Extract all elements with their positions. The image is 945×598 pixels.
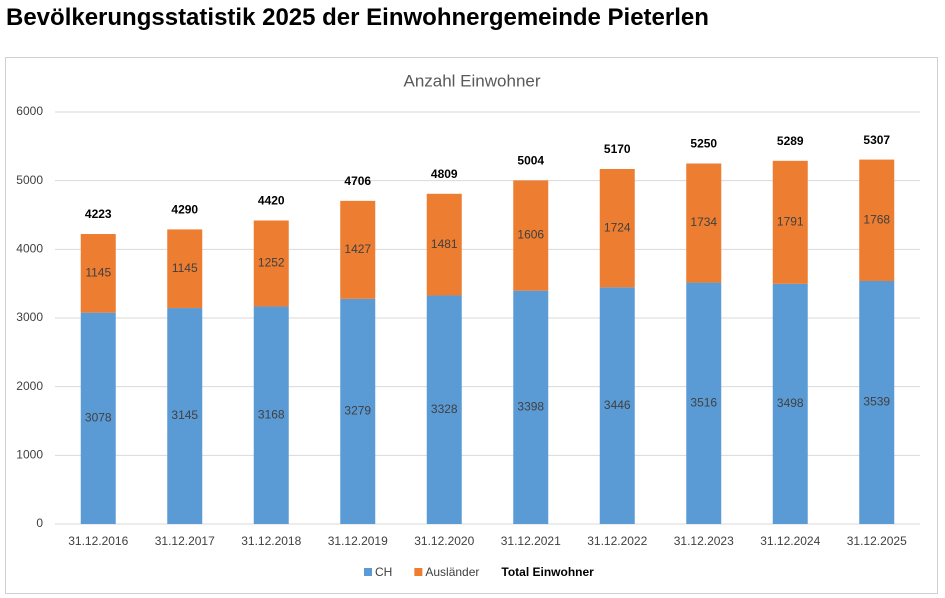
bar-segment [686, 163, 722, 283]
bar-segment [253, 220, 289, 307]
x-tick-label: 31.12.2023 [674, 534, 734, 548]
y-tick-label: 3000 [16, 310, 43, 324]
bar-segment [340, 298, 376, 524]
data-label: 3398 [517, 400, 544, 414]
total-label: 4290 [171, 203, 198, 217]
legend-marker [414, 568, 423, 576]
data-label: 3516 [690, 395, 717, 409]
x-tick-label: 31.12.2021 [501, 534, 561, 548]
x-tick-label: 31.12.2019 [328, 534, 388, 548]
x-tick-label: 31.12.2017 [155, 534, 215, 548]
bar-segment [167, 308, 203, 524]
bar-segment [426, 193, 462, 296]
legend-label: Total Einwohner [501, 565, 594, 579]
data-label: 1145 [85, 266, 111, 280]
data-label: 1427 [344, 242, 371, 256]
bar-segment [772, 283, 808, 524]
chart-title: Anzahl Einwohner [403, 71, 540, 90]
data-label: 1606 [517, 228, 544, 242]
data-label: 1724 [604, 220, 631, 234]
data-label: 3078 [85, 410, 112, 424]
bar-segment [513, 180, 549, 291]
data-label: 3168 [258, 407, 285, 421]
y-tick-label: 5000 [16, 173, 43, 187]
x-tick-label: 31.12.2022 [587, 534, 647, 548]
bar-segment [80, 234, 116, 313]
x-tick-label: 31.12.2020 [414, 534, 474, 548]
bar-segment [80, 312, 116, 524]
data-label: 1791 [777, 214, 804, 228]
x-tick-label: 31.12.2018 [241, 534, 301, 548]
bar-segment [859, 280, 895, 524]
data-label: 1145 [172, 261, 198, 275]
total-label: 4809 [431, 167, 458, 181]
bar-segment [599, 168, 635, 288]
data-label: 1481 [431, 237, 458, 251]
x-tick-label: 31.12.2016 [68, 534, 128, 548]
x-tick-label: 31.12.2024 [760, 534, 820, 548]
data-label: 3145 [171, 408, 198, 422]
bar-segment [426, 295, 462, 524]
total-label: 5250 [690, 137, 717, 151]
bar-segment [686, 282, 722, 524]
bar-segment [859, 159, 895, 281]
bar-segment [513, 290, 549, 524]
y-tick-label: 4000 [16, 242, 43, 256]
total-label: 5307 [863, 133, 890, 147]
total-label: 4706 [344, 174, 371, 188]
data-label: 3446 [604, 398, 631, 412]
legend-marker [364, 568, 372, 576]
y-tick-label: 6000 [16, 104, 43, 118]
data-label: 1734 [690, 215, 717, 229]
bar-segment [772, 160, 808, 284]
data-label: 3498 [777, 396, 804, 410]
bar-segment [253, 306, 289, 524]
bar-segment [340, 200, 376, 299]
y-tick-label: 0 [36, 516, 43, 530]
total-label: 5289 [777, 134, 804, 148]
y-tick-label: 2000 [16, 379, 43, 393]
data-label: 1768 [863, 212, 890, 226]
total-label: 4420 [258, 194, 285, 208]
total-label: 5004 [517, 154, 544, 168]
total-label: 4223 [85, 207, 112, 221]
data-label: 1252 [258, 256, 285, 270]
bar-segment [599, 287, 635, 524]
page-heading: Bevölkerungsstatistik 2025 der Einwohner… [6, 4, 709, 31]
total-label: 5170 [604, 142, 631, 156]
data-label: 3539 [863, 395, 890, 409]
data-label: 3328 [431, 402, 458, 416]
y-tick-label: 1000 [16, 448, 43, 462]
data-label: 3279 [344, 404, 371, 418]
bar-segment [167, 229, 203, 309]
x-tick-label: 31.12.2025 [847, 534, 907, 548]
legend-label: CH [375, 565, 392, 579]
legend-label: Ausländer [425, 565, 479, 579]
